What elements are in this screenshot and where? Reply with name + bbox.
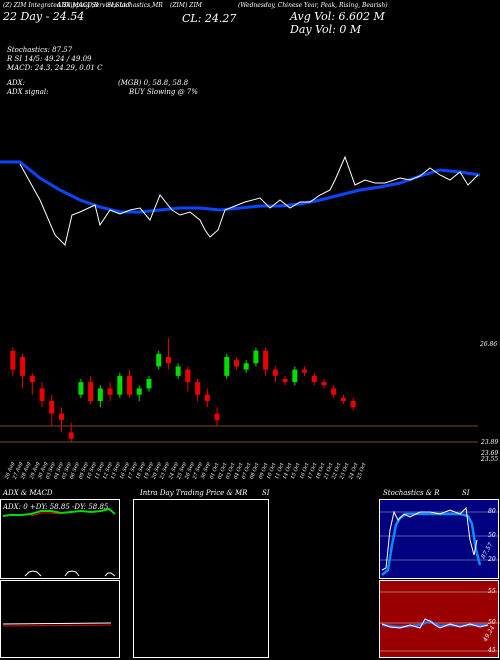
candle-body bbox=[49, 401, 55, 414]
candle-body bbox=[233, 360, 239, 367]
axis-label-2: 23.69 bbox=[481, 450, 499, 457]
adx-panel-readout: ADX: 0 +DY: 58.85 -DY: 58.85 bbox=[3, 503, 109, 511]
candlestick-chart bbox=[0, 338, 478, 443]
candle-body bbox=[117, 375, 123, 395]
candle-body bbox=[204, 394, 210, 401]
rsi-avg-line bbox=[381, 619, 488, 629]
candle-body bbox=[350, 401, 356, 408]
moving-average-line bbox=[0, 160, 481, 214]
stoch-tick-50: 50 bbox=[488, 532, 496, 539]
adx-hump-3 bbox=[104, 572, 116, 577]
axis-label-3: 23.55 bbox=[481, 456, 499, 463]
minus-di-line bbox=[30, 512, 62, 517]
rsi-panel: 55 50 45 49.24 bbox=[379, 580, 500, 658]
candle-body bbox=[58, 413, 64, 420]
header-indicators-1: ADX,MACD,B bbox=[57, 2, 99, 9]
rsi-line bbox=[381, 618, 489, 629]
stochastics-panel: 80 50 20 87.57 bbox=[379, 499, 500, 579]
candle-body bbox=[156, 353, 162, 367]
stoch-d-line bbox=[381, 512, 482, 576]
header-row: (Z) ZIM Integrated Shipping Services Ltd bbox=[3, 3, 498, 9]
adx-panel: ADX: 0 +DY: 58.85 -DY: 58.85 bbox=[0, 499, 120, 579]
candle-body bbox=[10, 350, 16, 370]
candle-body bbox=[214, 413, 220, 420]
candle-body bbox=[321, 382, 327, 386]
price-line bbox=[19, 155, 479, 246]
day-volume: Day Vol: 0 M bbox=[290, 23, 362, 36]
intraday-panel-title: Intra Day Trading Price & MR bbox=[140, 489, 248, 497]
intraday-panel bbox=[133, 499, 269, 658]
candle-body bbox=[253, 350, 259, 364]
candle-body bbox=[340, 397, 346, 401]
adx-label: ADX: bbox=[7, 79, 26, 87]
rsi-tick-50: 50 bbox=[488, 619, 496, 626]
stochastics-lines bbox=[380, 506, 500, 576]
macd-signal-line bbox=[2, 624, 112, 627]
date-axis: 26 Aug 27 Aug 28 Aug 29 Aug 30 Aug 03 Sep 04 S… bbox=[0, 452, 480, 487]
stoch-k-line bbox=[381, 506, 478, 571]
candle-body bbox=[302, 369, 308, 373]
candle-body bbox=[224, 357, 230, 376]
header-ticker: (ZIM) ZIM bbox=[170, 2, 202, 9]
day-range: 22 Day - 24.54 bbox=[3, 10, 85, 23]
candle-body bbox=[68, 432, 74, 439]
adx-signal-label: ADX signal: bbox=[7, 88, 49, 96]
header-indicators-2: SI,Stochastics,MR bbox=[107, 2, 163, 9]
candle-body bbox=[165, 357, 171, 364]
candle-body bbox=[97, 388, 103, 401]
candle-body bbox=[331, 388, 337, 395]
macd-panel bbox=[0, 580, 120, 658]
price-right-label: 26.86 bbox=[480, 341, 498, 348]
candle-body bbox=[136, 388, 142, 395]
stoch-tick-80: 80 bbox=[488, 508, 496, 515]
candle-body bbox=[175, 366, 181, 376]
candle-body bbox=[185, 369, 191, 383]
rsi-tick-55: 55 bbox=[488, 588, 496, 595]
candle-body bbox=[107, 388, 113, 395]
header-calendar: (Wednesday, Chinese Year, Peak, Rising, … bbox=[238, 2, 388, 9]
stoch-panel-title-2: SI bbox=[462, 489, 470, 497]
candle-body bbox=[146, 379, 152, 389]
candle-body bbox=[39, 388, 45, 401]
avg-volume: Avg Vol: 6.602 M bbox=[290, 10, 385, 23]
candle-body bbox=[127, 375, 133, 395]
rsi-tick-45: 45 bbox=[488, 647, 496, 654]
candle-body bbox=[292, 369, 298, 383]
candle-body bbox=[88, 382, 94, 401]
rsi-lines bbox=[380, 591, 500, 652]
adx-hump-1 bbox=[24, 570, 42, 577]
adx-values: (MGB) 0, 58.8, 58.8 bbox=[118, 79, 189, 87]
stochastics-readout: Stochastics: 87.57 bbox=[7, 46, 73, 54]
candle-body bbox=[29, 375, 35, 383]
candle-body bbox=[20, 357, 26, 376]
macd-lines bbox=[2, 622, 112, 627]
header-ticker-title: (Z) ZIM Integrated Shipping Services Ltd bbox=[3, 2, 130, 9]
candle-body bbox=[272, 369, 278, 376]
intraday-panel-title-2: SI bbox=[262, 489, 270, 497]
stoch-tick-20: 20 bbox=[488, 556, 496, 563]
close-price: CL: 24.27 bbox=[182, 12, 237, 25]
adx-hump-2 bbox=[64, 570, 80, 577]
axis-label-1: 23.89 bbox=[481, 439, 499, 446]
candle-body bbox=[282, 379, 288, 383]
buy-signal: BUY Slowing @ 7% bbox=[129, 88, 198, 96]
macd-readout: MACD: 24.3, 24.29, 0.01 C bbox=[7, 64, 103, 72]
adx-panel-title: ADX & MACD bbox=[3, 489, 53, 497]
candle-body bbox=[78, 382, 84, 395]
plus-di-line bbox=[2, 507, 116, 517]
rsi-readout: R SI 14/5: 49.24 / 49.09 bbox=[7, 55, 92, 63]
candle-body bbox=[311, 375, 317, 383]
indicator-line-chart bbox=[0, 155, 481, 246]
candle-body bbox=[195, 382, 201, 395]
macd-line bbox=[2, 622, 112, 625]
candle-body bbox=[263, 350, 269, 370]
stoch-panel-title: Stochastics & R bbox=[383, 489, 440, 497]
candle-body bbox=[243, 363, 249, 370]
adx-lines bbox=[2, 507, 116, 577]
